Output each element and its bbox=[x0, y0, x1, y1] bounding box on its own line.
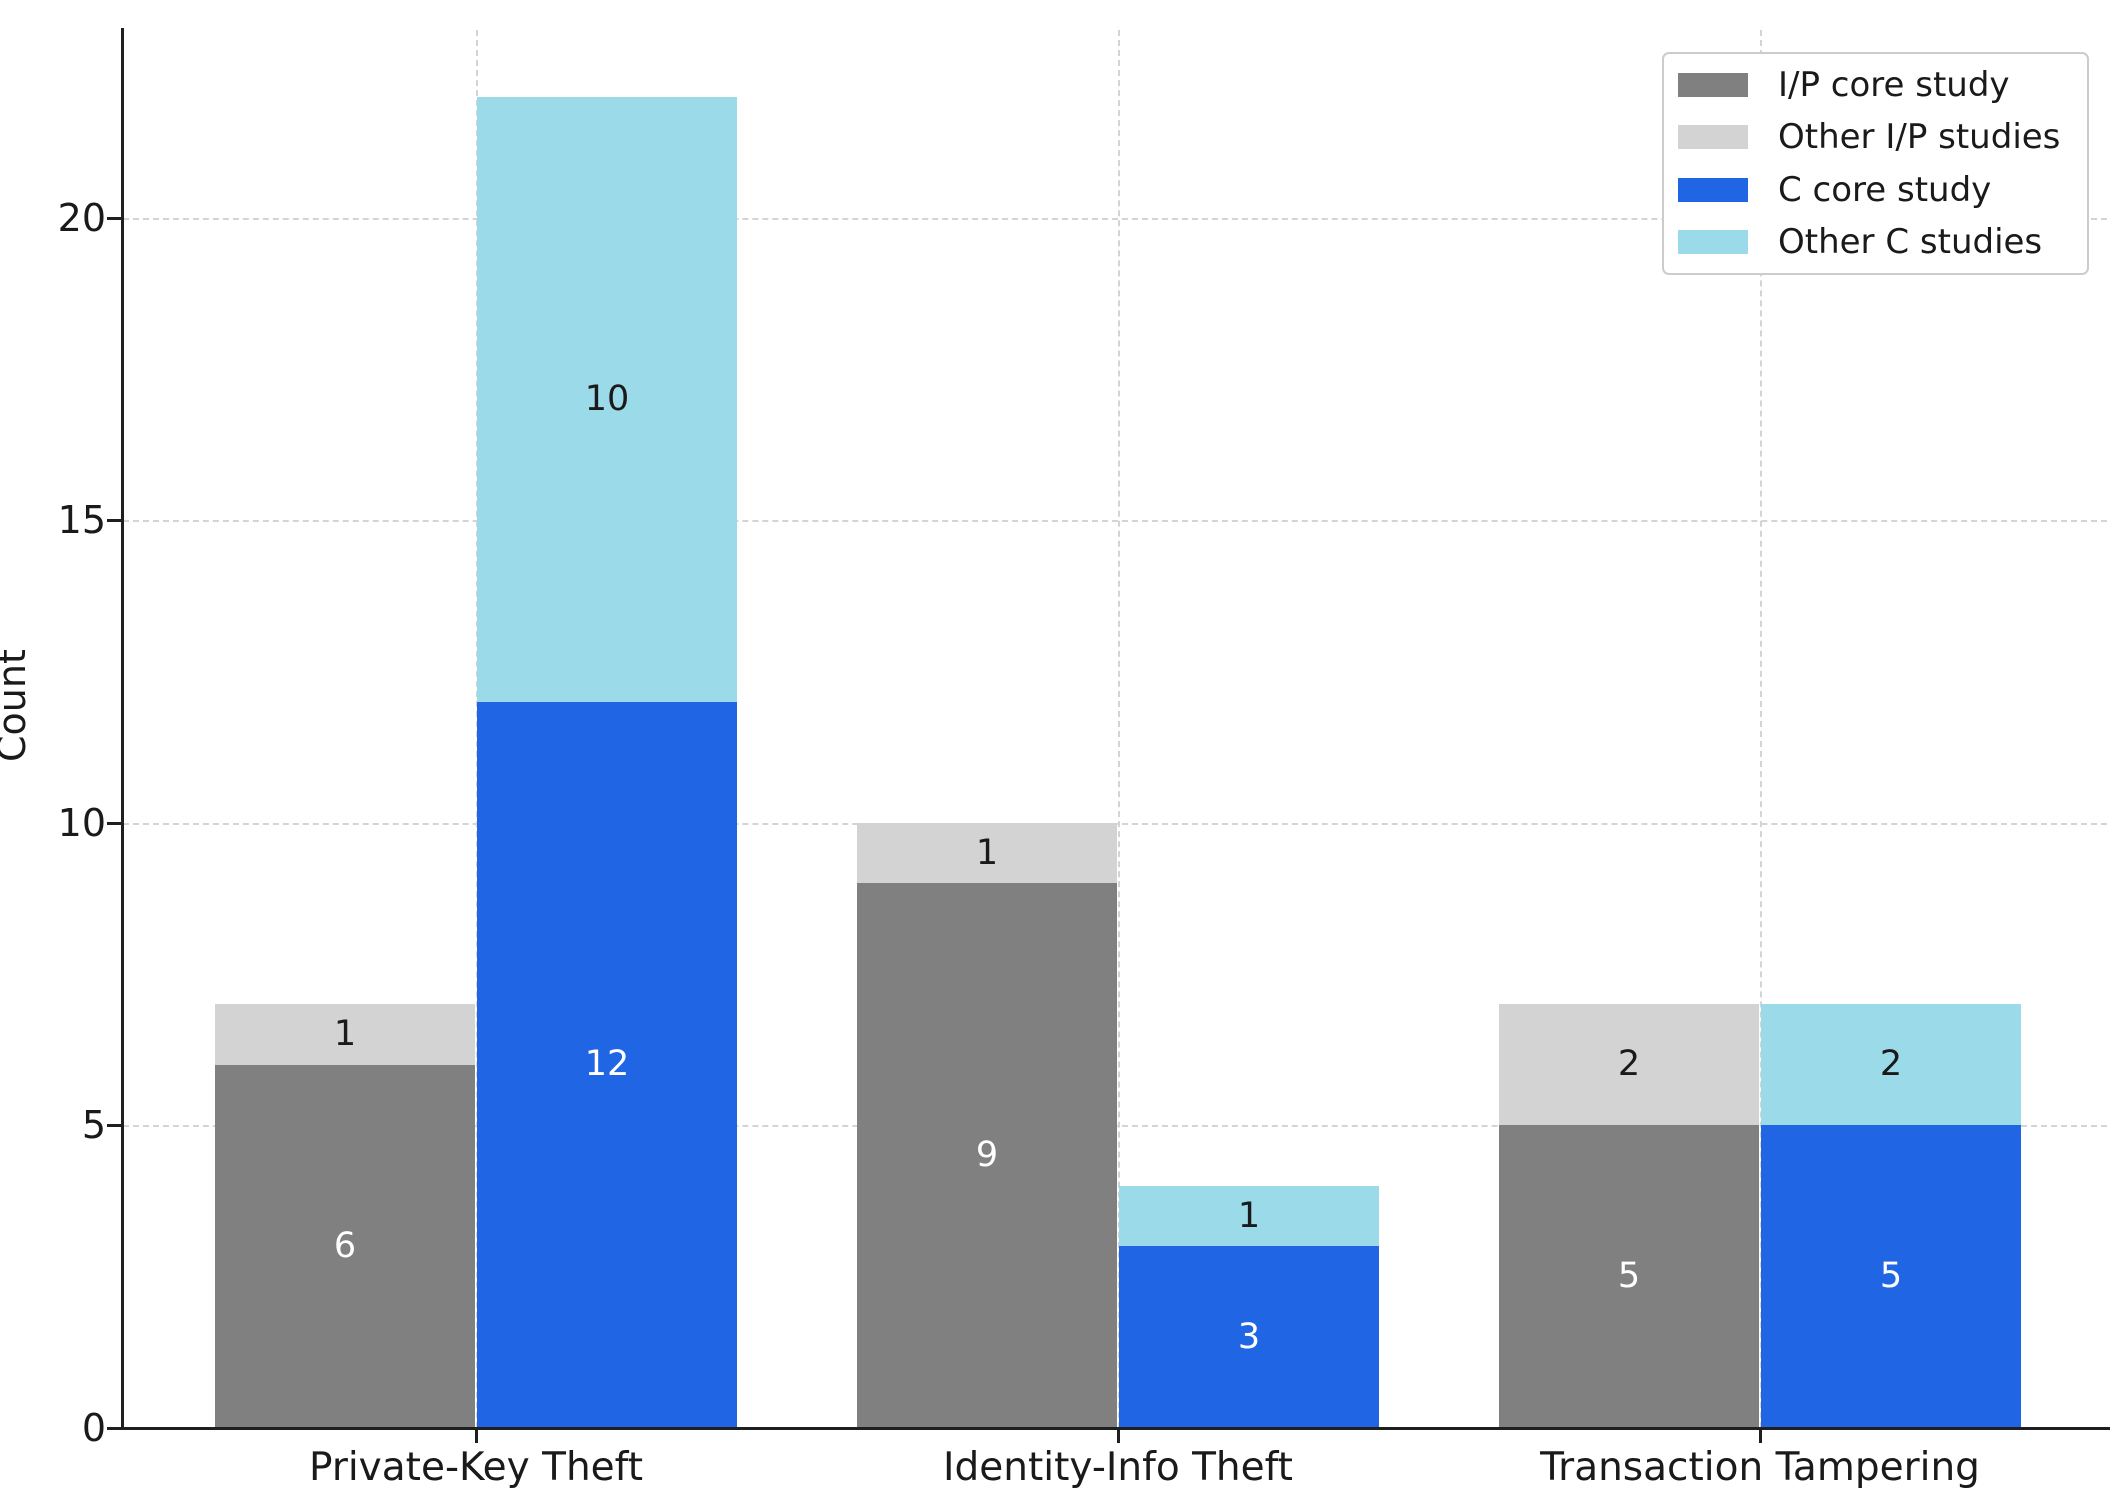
y-tick-label: 10 bbox=[57, 800, 106, 845]
x-tick-mark bbox=[1759, 1428, 1762, 1443]
bar-segment: 1 bbox=[1119, 1185, 1379, 1247]
bar-value-label: 5 bbox=[1617, 1256, 1641, 1297]
legend-swatch bbox=[1678, 73, 1748, 98]
bar-value-label: 1 bbox=[333, 1014, 357, 1055]
gridline-vertical bbox=[1118, 30, 1120, 1428]
legend: I/P core study Other I/P studies C core st… bbox=[1662, 52, 2089, 275]
gridline-vertical bbox=[1760, 30, 1762, 1428]
bar-value-label: 2 bbox=[1617, 1044, 1641, 1085]
bar-segment: 2 bbox=[1761, 1004, 2021, 1126]
bar-segment: 9 bbox=[857, 883, 1117, 1428]
legend-row: Other C studies bbox=[1664, 217, 2087, 267]
legend-label: Other I/P studies bbox=[1778, 117, 2061, 158]
legend-label: Other C studies bbox=[1778, 221, 2043, 262]
legend-row: I/P core study bbox=[1664, 60, 2087, 110]
y-tick-label: 15 bbox=[57, 498, 106, 543]
bar-segment: 2 bbox=[1499, 1004, 1759, 1126]
x-tick-mark bbox=[1117, 1428, 1120, 1443]
bar-value-label: 5 bbox=[1879, 1256, 1903, 1297]
y-axis-title: Count bbox=[0, 649, 34, 762]
bar-segment: 1 bbox=[857, 822, 1117, 884]
bar-value-label: 1 bbox=[1237, 1195, 1261, 1236]
bar-value-label: 10 bbox=[584, 378, 630, 419]
x-tick-mark bbox=[475, 1428, 478, 1443]
bar-segment: 5 bbox=[1499, 1125, 1759, 1428]
x-tick-label: Private-Key Theft bbox=[308, 1445, 643, 1490]
y-tick-mark bbox=[107, 1124, 122, 1128]
x-tick-label: Identity-Info Theft bbox=[943, 1445, 1293, 1490]
y-tick-label: 20 bbox=[57, 195, 106, 240]
bar-value-label: 2 bbox=[1879, 1044, 1903, 1085]
bar-value-label: 6 bbox=[333, 1225, 357, 1266]
legend-swatch bbox=[1678, 125, 1748, 150]
legend-label: C core study bbox=[1778, 169, 1992, 210]
legend-swatch bbox=[1678, 229, 1748, 254]
gridline-horizontal bbox=[123, 217, 2107, 220]
legend-swatch bbox=[1678, 177, 1748, 202]
gridline-horizontal bbox=[123, 520, 2107, 523]
bar-segment: 10 bbox=[477, 96, 737, 702]
y-tick-label: 0 bbox=[81, 1406, 106, 1450]
bar-segment: 1 bbox=[215, 1004, 475, 1065]
plot-area: 6 1 12 10 9 1 3 1 5 2 5 2 bbox=[123, 30, 2107, 1428]
y-tick-label: 5 bbox=[81, 1103, 106, 1148]
bar-value-label: 3 bbox=[1237, 1316, 1261, 1357]
x-axis-spine bbox=[121, 1427, 2110, 1430]
bar-segment: 5 bbox=[1761, 1125, 2021, 1428]
bar-segment: 3 bbox=[1119, 1246, 1379, 1428]
bar-value-label: 12 bbox=[584, 1044, 630, 1085]
legend-row: C core study bbox=[1664, 165, 2087, 215]
y-tick-mark bbox=[107, 519, 122, 523]
legend-row: Other I/P studies bbox=[1664, 112, 2087, 162]
y-tick-mark bbox=[107, 216, 122, 220]
y-tick-mark bbox=[107, 1427, 122, 1430]
y-axis-spine bbox=[121, 28, 124, 1430]
x-tick-label: Transaction Tampering bbox=[1540, 1445, 1980, 1490]
legend-label: I/P core study bbox=[1778, 65, 2010, 106]
y-tick-mark bbox=[107, 821, 122, 825]
bar-segment: 6 bbox=[215, 1064, 475, 1428]
bar-value-label: 1 bbox=[975, 832, 999, 873]
bar-value-label: 9 bbox=[975, 1135, 999, 1176]
bar-segment: 12 bbox=[477, 701, 737, 1428]
